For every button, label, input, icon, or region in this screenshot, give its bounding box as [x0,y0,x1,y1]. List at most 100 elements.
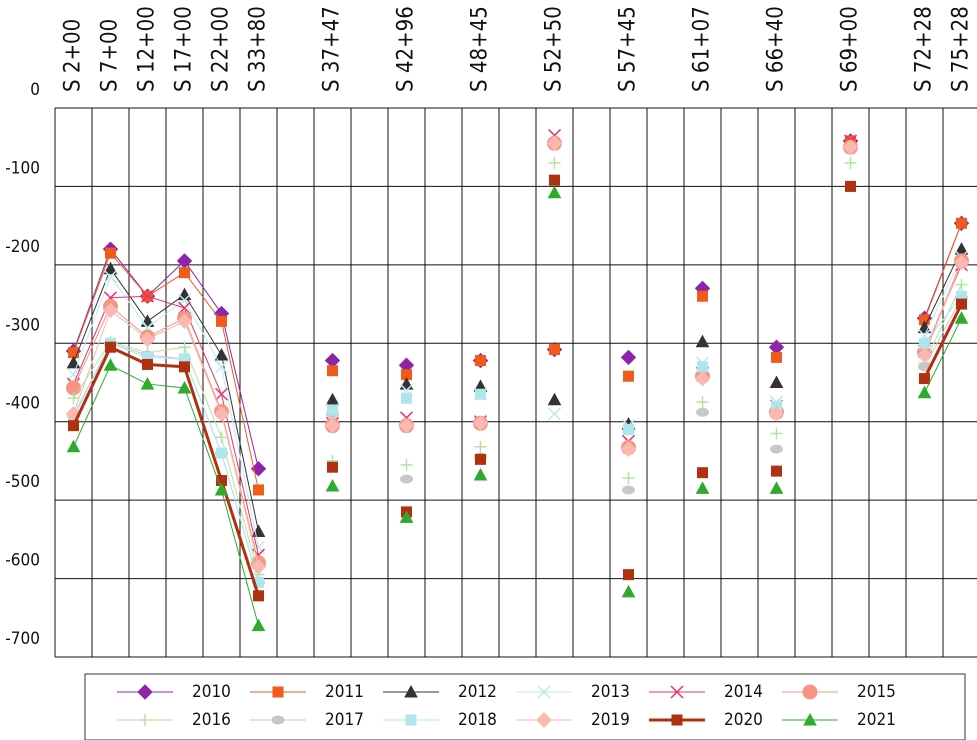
marker [68,420,79,432]
marker [671,714,683,726]
marker [549,174,560,186]
series-line [73,262,962,567]
legend-label: 2020 [724,710,763,730]
marker [694,370,711,387]
legend-label: 2012 [458,682,497,702]
marker [771,351,782,363]
marker [547,407,562,421]
marker [253,484,264,496]
marker [271,715,285,725]
marker [179,361,190,373]
marker [179,267,190,279]
marker [103,358,118,371]
legend-label: 2013 [591,682,630,702]
y-tick-label: 0 [30,80,40,100]
marker [954,311,969,324]
series-line [73,317,962,626]
x-tick-label: S 72+28 [912,6,937,92]
marker [398,417,415,434]
x-tick-label: S 61+07 [690,6,715,92]
marker [214,387,229,401]
marker [548,156,561,169]
x-tick-label: S 52+50 [542,6,567,92]
x-tick-label: S 75+28 [949,6,974,92]
marker [176,313,193,330]
marker [622,472,635,485]
legend-label: 2021 [857,710,896,730]
marker [803,712,817,726]
marker [537,685,551,699]
series-line [73,295,962,583]
x-tick-label: S 69+00 [838,6,863,92]
marker [105,341,116,353]
marker [142,358,153,370]
marker [325,478,340,492]
marker [474,440,487,453]
x-tick-label: S 37+47 [320,6,345,92]
marker [536,712,552,728]
series-line [72,303,963,597]
marker [919,373,930,385]
marker [547,185,562,199]
marker [546,135,563,151]
y-tick-label: -100 [5,158,40,178]
marker [66,355,81,369]
marker [250,559,267,575]
marker [177,380,192,394]
marker [272,686,284,698]
marker [475,453,486,465]
marker [103,270,118,284]
legend-label: 2014 [724,682,763,702]
marker [327,404,338,416]
series-line [73,223,962,491]
marker [549,344,560,356]
y-tick-label: -500 [5,472,40,492]
y-tick-label: -600 [5,551,40,571]
marker [214,482,229,496]
marker [696,396,709,409]
legend-label: 2010 [192,682,231,702]
marker [917,385,932,399]
x-tick-label: S 12+00 [135,6,160,92]
x-tick-label: S 7+00 [98,19,123,92]
marker [697,290,708,302]
marker [140,289,155,303]
x-tick-label: S 33+80 [246,6,271,92]
marker [695,334,710,348]
marker [177,287,192,301]
marker [405,714,417,726]
x-tick-label: S 42+96 [394,6,419,92]
marker [956,298,967,310]
marker [253,590,264,602]
marker [620,441,637,457]
y-tick-label: -700 [5,629,40,649]
marker [696,407,709,417]
marker [325,392,340,406]
y-tick-label: -400 [5,394,40,414]
marker [623,424,634,436]
marker [844,156,857,169]
marker [845,180,856,192]
marker [102,302,119,319]
series-line [73,248,962,532]
marker [103,261,118,275]
marker [953,254,970,271]
marker [955,278,968,291]
marker [697,361,708,373]
series-line [73,264,962,556]
marker [472,415,489,431]
x-tick-label: S 66+40 [764,6,789,92]
marker [916,347,933,363]
marker [139,714,151,726]
marker [771,465,782,477]
marker [324,417,341,434]
marker [623,370,634,382]
marker [623,569,634,581]
marker [401,392,412,404]
legend-label: 2011 [325,682,364,702]
marker [216,315,227,327]
marker [67,392,80,405]
legend-label: 2017 [325,710,364,730]
